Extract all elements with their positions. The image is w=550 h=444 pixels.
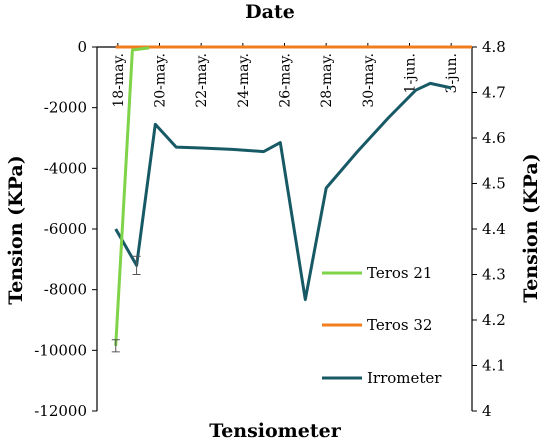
left-y-tick-label: -6000 [44, 220, 87, 238]
right-y-tick-label: 4.5 [482, 175, 506, 193]
left-y-tick-label: -8000 [44, 281, 87, 299]
series-line-irrometer [114, 81, 452, 301]
left-y-tick-label: -10000 [34, 341, 87, 359]
right-y-tick-label: 4.2 [482, 311, 506, 329]
x-tick-label: 24-may. [236, 53, 252, 108]
x-tick-label: 30-may. [361, 53, 377, 108]
left-y-tick-label: -2000 [44, 99, 87, 117]
x-axis-label: Tensiometer [209, 420, 342, 442]
left-y-tick-label: -4000 [44, 159, 87, 177]
left-y-tick-label: 0 [77, 38, 87, 56]
legend-label-teros-21: Teros 21 [367, 264, 432, 282]
right-y-tick-label: 4.1 [482, 357, 506, 375]
right-y-tick-label: 4.6 [482, 129, 506, 147]
chart-title: Date [245, 1, 295, 23]
x-tick-label: 3-jun. [444, 53, 460, 93]
series-layer [111, 45, 472, 353]
x-tick-label: 22-may. [194, 53, 210, 108]
right-y-tick-label: 4 [482, 402, 492, 420]
legend: Teros 21 Teros 32 Irrometer [322, 264, 442, 387]
legend-label-teros-32: Teros 32 [367, 316, 432, 334]
y-axis-label-right: Tension (KPa) [520, 153, 542, 302]
left-y-ticks: 0 -2000 -4000 -6000 -8000 -10000 -12000 [34, 38, 97, 420]
right-y-tick-label: 4.7 [482, 84, 506, 102]
right-y-tick-label: 4.4 [482, 220, 506, 238]
x-tick-label: 1-jun. [403, 53, 419, 93]
x-ticks: 18-may. 20-may. 22-may. 24-may. 26-may. 28-ma… [111, 43, 460, 108]
x-tick-label: 20-may. [153, 53, 169, 108]
x-tick-label: 28-may. [319, 53, 335, 108]
legend-label-irrometer: Irrometer [367, 369, 442, 387]
x-tick-label: 18-may. [111, 53, 127, 108]
right-y-tick-label: 4.3 [482, 266, 506, 284]
y-axis-label-left: Tension (KPa) [5, 155, 27, 304]
right-y-tick-label: 4.8 [482, 38, 506, 56]
right-y-ticks: 4.8 4.7 4.6 4.5 4.4 4.3 4.2 4.1 4 [472, 38, 506, 420]
left-y-tick-label: -12000 [34, 402, 87, 420]
x-tick-label: 26-may. [278, 53, 294, 108]
series-line-teros-21 [114, 46, 150, 346]
